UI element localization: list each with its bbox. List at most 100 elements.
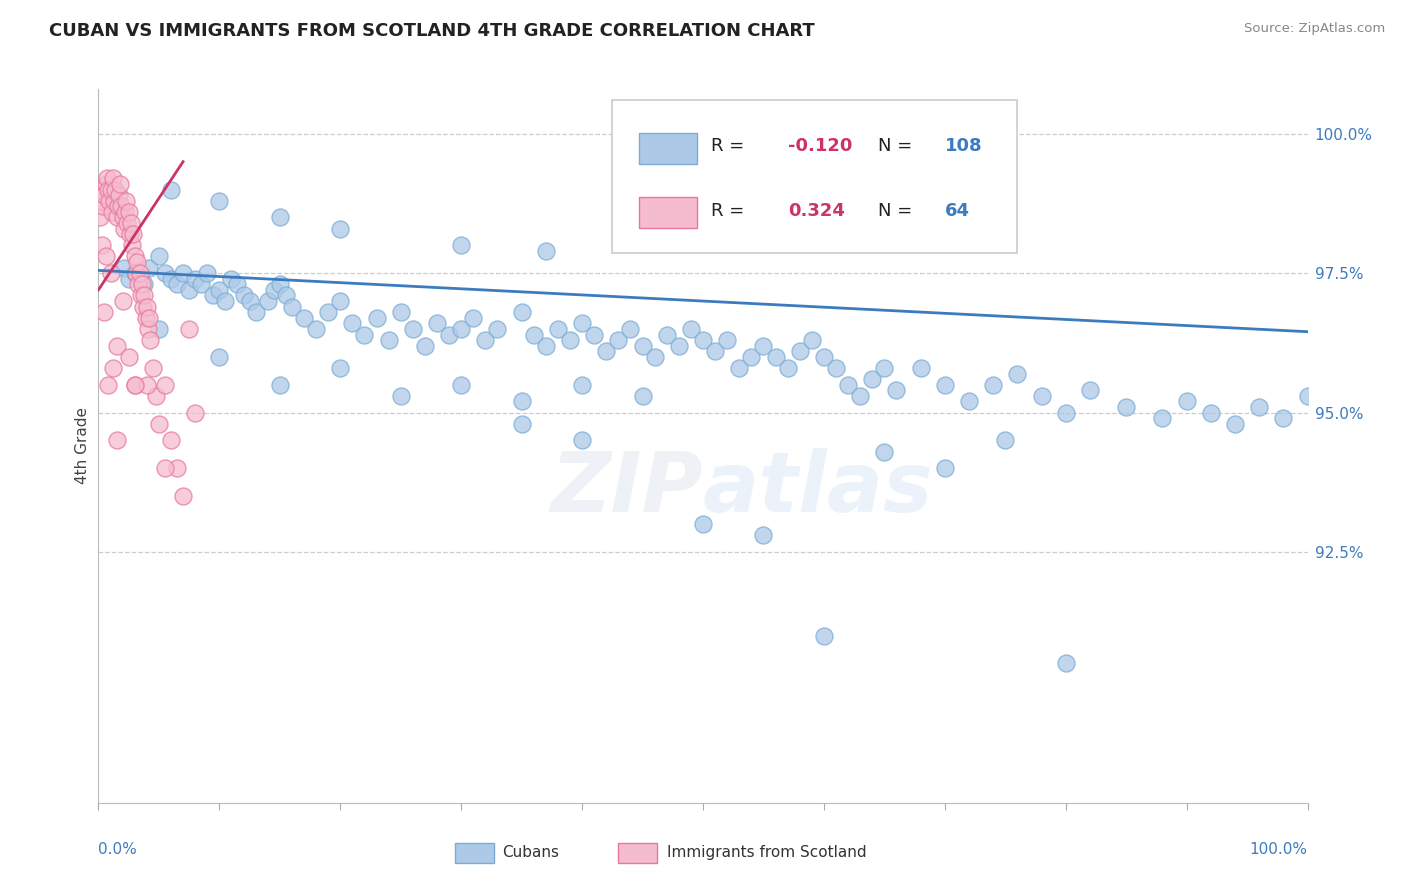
- Point: [91, 183, 114, 197]
- Point: [437, 327, 460, 342]
- Text: 0.0%: 0.0%: [98, 842, 138, 857]
- Point: [179, 322, 201, 336]
- Point: [886, 384, 908, 398]
- Point: [142, 360, 165, 375]
- Text: Source: ZipAtlas.com: Source: ZipAtlas.com: [1244, 22, 1385, 36]
- Point: [93, 188, 115, 202]
- Point: [1175, 394, 1198, 409]
- Point: [329, 360, 352, 375]
- Point: [105, 338, 128, 352]
- Point: [117, 216, 139, 230]
- Point: [534, 244, 557, 258]
- Point: [1078, 384, 1101, 398]
- Point: [118, 227, 141, 241]
- Point: [752, 338, 775, 352]
- Point: [474, 333, 496, 347]
- Point: [111, 294, 134, 309]
- Point: [131, 277, 153, 292]
- Point: [190, 277, 212, 292]
- Point: [571, 317, 593, 331]
- Point: [138, 260, 160, 275]
- Point: [100, 183, 122, 197]
- Text: N =: N =: [879, 137, 918, 155]
- Point: [510, 305, 533, 319]
- Point: [127, 255, 149, 269]
- Point: [107, 199, 129, 213]
- Y-axis label: 4th Grade: 4th Grade: [75, 408, 90, 484]
- Point: [571, 377, 593, 392]
- Point: [873, 444, 896, 458]
- Point: [692, 517, 714, 532]
- Point: [166, 461, 188, 475]
- Point: [849, 389, 872, 403]
- Point: [104, 183, 127, 197]
- Point: [655, 327, 678, 342]
- Point: [118, 205, 141, 219]
- Point: [1054, 406, 1077, 420]
- Point: [114, 205, 136, 219]
- Point: [184, 406, 207, 420]
- Point: [97, 377, 120, 392]
- Point: [1249, 400, 1271, 414]
- Point: [981, 377, 1004, 392]
- Point: [789, 344, 811, 359]
- Text: Cubans: Cubans: [502, 846, 560, 860]
- Point: [145, 389, 167, 403]
- Point: [124, 266, 146, 280]
- Point: [135, 300, 157, 314]
- Point: [103, 194, 125, 208]
- Point: [558, 333, 581, 347]
- Point: [208, 283, 231, 297]
- Point: [1296, 389, 1319, 403]
- Point: [510, 417, 533, 431]
- Point: [263, 283, 285, 297]
- Point: [134, 277, 156, 292]
- Point: [160, 183, 183, 197]
- Point: [166, 277, 188, 292]
- Point: [208, 350, 231, 364]
- Text: R =: R =: [711, 137, 751, 155]
- Text: 100.0%: 100.0%: [1250, 842, 1308, 857]
- FancyBboxPatch shape: [638, 133, 697, 164]
- Point: [110, 199, 132, 213]
- Text: CUBAN VS IMMIGRANTS FROM SCOTLAND 4TH GRADE CORRELATION CHART: CUBAN VS IMMIGRANTS FROM SCOTLAND 4TH GR…: [49, 22, 815, 40]
- Point: [800, 333, 823, 347]
- Point: [534, 338, 557, 352]
- Point: [112, 221, 135, 235]
- Point: [316, 305, 339, 319]
- Point: [111, 211, 134, 225]
- Point: [89, 211, 111, 225]
- Point: [776, 360, 799, 375]
- Point: [934, 377, 956, 392]
- Point: [101, 171, 124, 186]
- Point: [90, 194, 112, 208]
- Point: [129, 288, 152, 302]
- Point: [510, 394, 533, 409]
- Point: [413, 338, 436, 352]
- Point: [124, 377, 146, 392]
- FancyBboxPatch shape: [638, 197, 697, 228]
- Point: [226, 277, 249, 292]
- Point: [281, 300, 304, 314]
- Text: atlas: atlas: [703, 449, 934, 529]
- Point: [98, 194, 121, 208]
- Point: [1223, 417, 1246, 431]
- Point: [121, 238, 143, 252]
- Point: [202, 288, 225, 302]
- Point: [195, 266, 218, 280]
- Point: [93, 305, 115, 319]
- FancyBboxPatch shape: [619, 844, 657, 863]
- Point: [105, 211, 128, 225]
- Point: [1199, 406, 1222, 420]
- Point: [97, 183, 120, 197]
- Point: [108, 188, 131, 202]
- Point: [100, 205, 122, 219]
- Point: [450, 322, 472, 336]
- Text: 108: 108: [945, 137, 983, 155]
- Point: [450, 238, 472, 252]
- Point: [256, 294, 278, 309]
- Text: R =: R =: [711, 202, 751, 219]
- Point: [463, 310, 485, 325]
- Point: [329, 221, 352, 235]
- Point: [118, 271, 141, 285]
